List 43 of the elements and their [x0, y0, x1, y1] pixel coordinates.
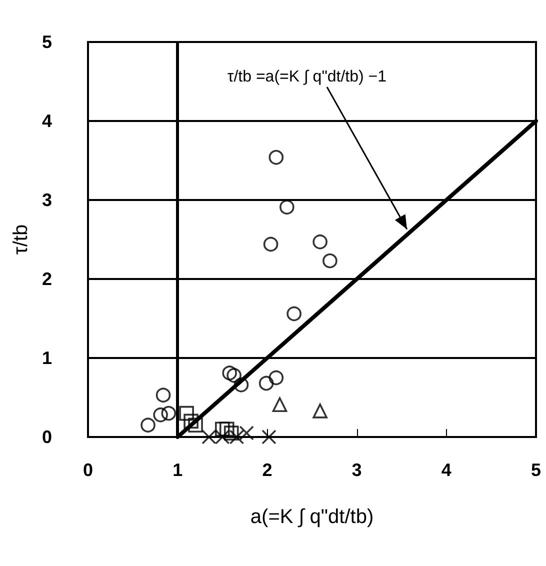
point: [215, 422, 230, 436]
point: [215, 430, 230, 444]
point: [224, 426, 239, 440]
y-tick-label: 2: [42, 269, 52, 289]
x-tick-label: 3: [352, 460, 362, 480]
x-tick-label: 5: [530, 460, 542, 480]
point: [263, 236, 278, 252]
point: [219, 422, 234, 436]
point: [234, 377, 249, 392]
point: [312, 404, 328, 418]
x-tick-label: 0: [82, 460, 94, 480]
x-axis-title: a(=K ∫ q"dt/tb): [250, 506, 374, 528]
point: [153, 407, 168, 422]
point: [226, 368, 242, 383]
y-tick-label: 1: [42, 348, 52, 368]
point: [239, 426, 254, 440]
y-tick-label: 3: [42, 190, 52, 210]
y-axis-title: τ/tb: [10, 224, 32, 255]
point: [161, 406, 176, 421]
point: [322, 253, 338, 268]
point: [202, 430, 216, 444]
point: [312, 234, 328, 250]
x-tick-label: 4: [441, 460, 452, 480]
y-tick-label: 4: [42, 111, 52, 131]
x-tick-label: 2: [262, 460, 272, 480]
y-tick-label: 5: [42, 32, 52, 52]
point: [272, 397, 288, 412]
point: [258, 376, 274, 391]
point: [262, 430, 276, 444]
point: [286, 306, 302, 322]
point: [280, 200, 294, 215]
x-tick-label: 1: [172, 460, 183, 480]
point: [156, 388, 171, 403]
point: [184, 414, 198, 429]
y-tick-label: 0: [42, 427, 52, 447]
annotation: τ/tb =a(=K ∫ q"dt/tb) −1: [227, 68, 387, 86]
point: [229, 430, 244, 444]
point: [222, 366, 237, 380]
point: [140, 418, 156, 433]
point: [179, 406, 194, 421]
point: [268, 370, 284, 386]
point: [188, 418, 203, 433]
point: [268, 150, 284, 165]
